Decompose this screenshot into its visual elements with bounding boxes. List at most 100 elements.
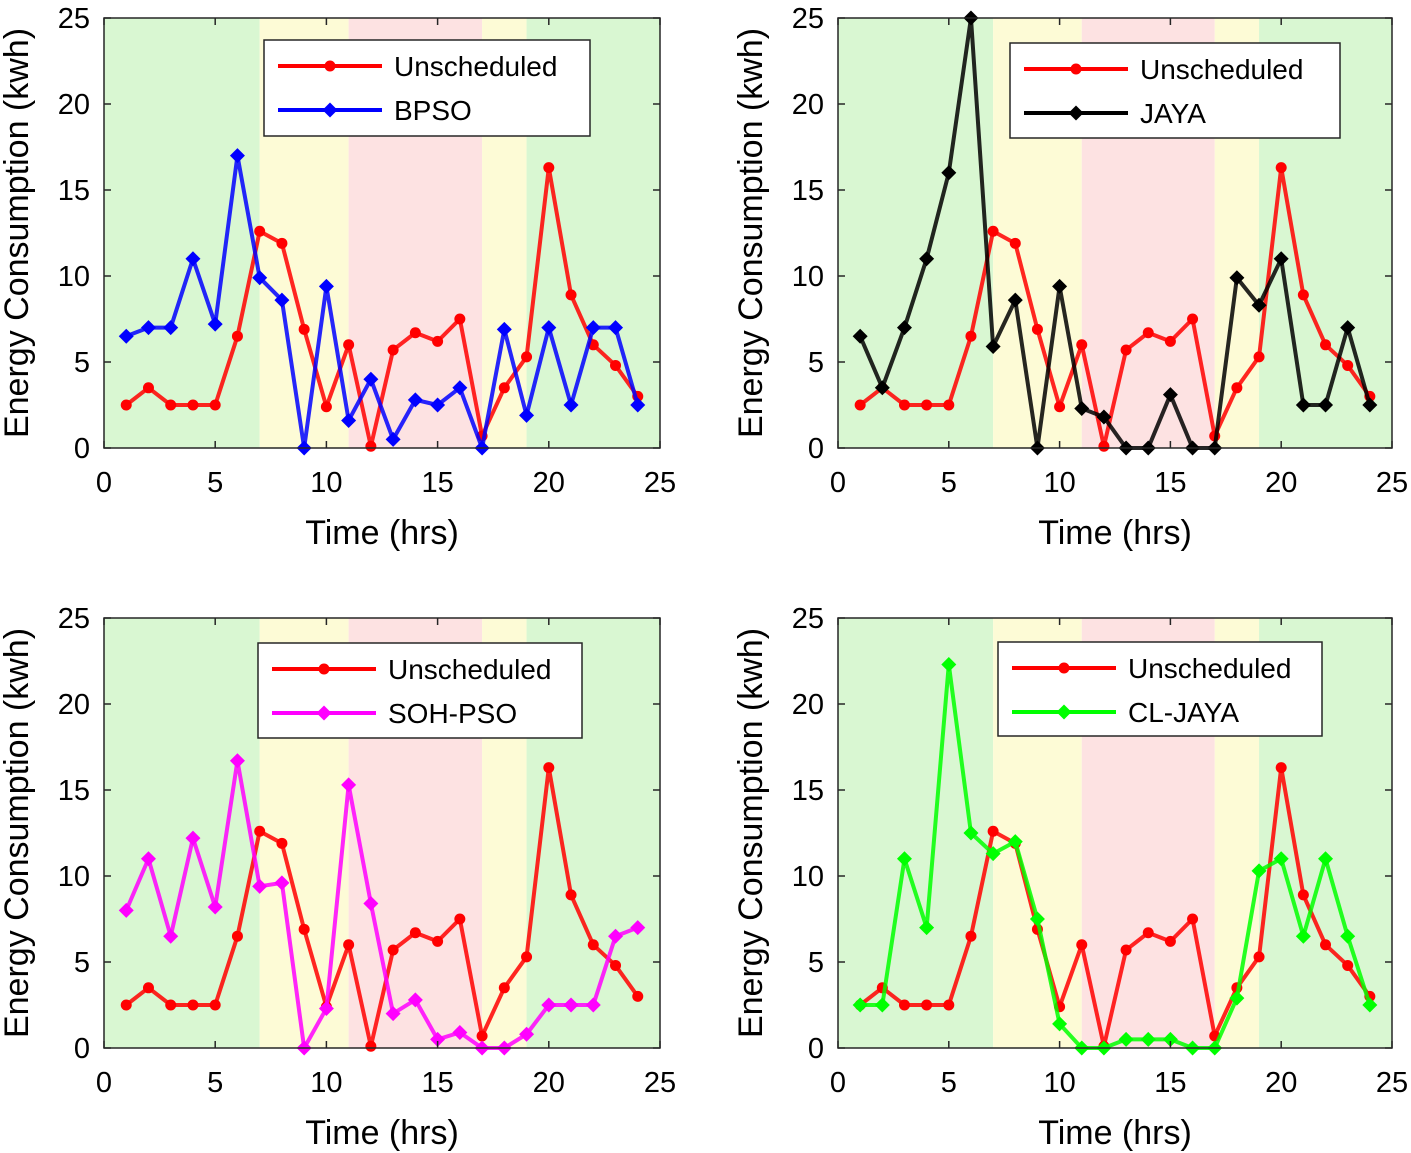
y-tick-label: 15 [58, 775, 90, 807]
point-unscheduled-21 [1297, 889, 1309, 901]
point-unscheduled-9 [298, 323, 310, 335]
point-unscheduled-17 [476, 1030, 488, 1042]
x-tick-label: 10 [310, 1067, 342, 1099]
point-jaya-3 [896, 320, 912, 336]
legend-label-unscheduled: Unscheduled [1128, 653, 1291, 684]
legend-marker-unscheduled [324, 60, 336, 72]
y-axis-label: Energy Consumption (kwh) [732, 28, 770, 438]
point-unscheduled-23 [1342, 359, 1354, 371]
point-unscheduled-3 [165, 399, 177, 411]
point-unscheduled-20 [543, 762, 555, 774]
point-unscheduled-21 [565, 889, 577, 901]
point-bpso-18 [496, 321, 512, 337]
y-tick-label: 5 [74, 947, 90, 979]
chart-panel-jaya: 0 5 10 15 20 25 0 5 10 15 20 25 Time (hrs) Energy Con… [732, 3, 1408, 552]
point-soh_pso-14 [407, 992, 423, 1008]
point-unscheduled-14 [1142, 927, 1154, 939]
x-tick-label: 25 [644, 1067, 676, 1099]
point-soh_pso-11 [341, 777, 357, 793]
legend-label-bpso: BPSO [394, 95, 472, 126]
axes-box [837, 617, 1393, 1049]
point-soh_pso-13 [385, 1006, 401, 1022]
point-unscheduled-9 [1031, 323, 1043, 335]
legend: Unscheduled SOH-PSO [257, 642, 583, 739]
point-cl_jaya-22 [1318, 851, 1334, 867]
point-soh_pso-20 [541, 997, 557, 1013]
y-tick-label: 25 [58, 3, 90, 35]
series-line-cl_jaya [860, 662, 1372, 1050]
y-tick-label: 0 [808, 1033, 824, 1065]
point-jaya-23 [1340, 320, 1356, 336]
y-tick-label: 25 [792, 603, 824, 635]
y-tick-label: 10 [58, 261, 90, 293]
point-unscheduled-15 [432, 335, 444, 347]
legend-box [1009, 42, 1341, 139]
point-soh_pso-10 [318, 1000, 334, 1016]
point-unscheduled-4 [187, 399, 199, 411]
point-unscheduled-22 [587, 939, 599, 951]
point-unscheduled-7 [987, 225, 999, 237]
legend-marker-unscheduled [1058, 662, 1070, 674]
point-unscheduled-3 [898, 999, 910, 1011]
legend-label-cl_jaya: CL-JAYA [1128, 697, 1239, 728]
legend-label-unscheduled: Unscheduled [1140, 54, 1303, 85]
point-soh_pso-23 [608, 928, 624, 944]
point-cl_jaya-15 [1162, 1031, 1178, 1047]
point-jaya-5 [941, 165, 957, 181]
point-unscheduled-8 [1009, 237, 1021, 249]
x-tick-label: 5 [207, 1067, 223, 1099]
point-unscheduled-16 [1187, 913, 1199, 925]
x-tick-label: 25 [644, 467, 676, 499]
point-bpso-10 [318, 278, 334, 294]
legend: Unscheduled JAYA [1009, 42, 1341, 139]
x-tick-label: 10 [1043, 1067, 1075, 1099]
point-unscheduled-19 [1253, 951, 1265, 963]
point-cl_jaya-10 [1052, 1016, 1068, 1032]
legend-marker-jaya [1068, 105, 1084, 121]
chart-panel-soh_pso: 0 5 10 15 20 25 0 5 10 15 20 25 Time (hrs) Energy Con… [0, 603, 676, 1152]
point-bpso-7 [252, 270, 268, 286]
point-soh_pso-2 [140, 851, 156, 867]
point-unscheduled-15 [432, 935, 444, 947]
point-unscheduled-20 [1275, 762, 1287, 774]
x-tick-label: 25 [1376, 1067, 1408, 1099]
y-tick-label: 0 [808, 433, 824, 465]
y-tick-label: 10 [792, 861, 824, 893]
point-cl_jaya-8 [1007, 834, 1023, 850]
point-unscheduled-18 [498, 382, 510, 394]
point-unscheduled-22 [1320, 339, 1332, 351]
y-tick-label: 5 [808, 947, 824, 979]
point-unscheduled-11 [343, 939, 355, 951]
point-unscheduled-15 [1164, 335, 1176, 347]
x-tick-label: 0 [830, 1067, 846, 1099]
x-tick-label: 10 [1043, 467, 1075, 499]
point-unscheduled-13 [387, 344, 399, 356]
point-unscheduled-13 [1120, 344, 1132, 356]
point-jaya-18 [1229, 270, 1245, 286]
y-axis-label: Energy Consumption (kwh) [732, 628, 770, 1038]
point-unscheduled-21 [1297, 289, 1309, 301]
point-cl_jaya-9 [1029, 911, 1045, 927]
point-unscheduled-7 [987, 825, 999, 837]
point-unscheduled-19 [521, 351, 533, 363]
point-cl_jaya-2 [874, 997, 890, 1013]
x-tick-label: 5 [207, 467, 223, 499]
y-axis-label: Energy Consumption (kwh) [0, 628, 36, 1038]
point-unscheduled-23 [610, 359, 622, 371]
point-unscheduled-9 [298, 923, 310, 935]
point-bpso-24 [630, 397, 646, 413]
y-tick-label: 5 [808, 347, 824, 379]
point-unscheduled-20 [543, 162, 555, 174]
y-tick-label: 10 [58, 861, 90, 893]
point-jaya-20 [1273, 251, 1289, 267]
point-unscheduled-6 [231, 330, 243, 342]
point-unscheduled-11 [343, 339, 355, 351]
point-cl_jaya-7 [985, 846, 1001, 862]
point-bpso-15 [430, 397, 446, 413]
point-unscheduled-7 [254, 225, 266, 237]
point-unscheduled-18 [498, 982, 510, 994]
legend-box [997, 641, 1323, 737]
y-tick-label: 0 [74, 433, 90, 465]
point-soh_pso-8 [274, 875, 290, 891]
